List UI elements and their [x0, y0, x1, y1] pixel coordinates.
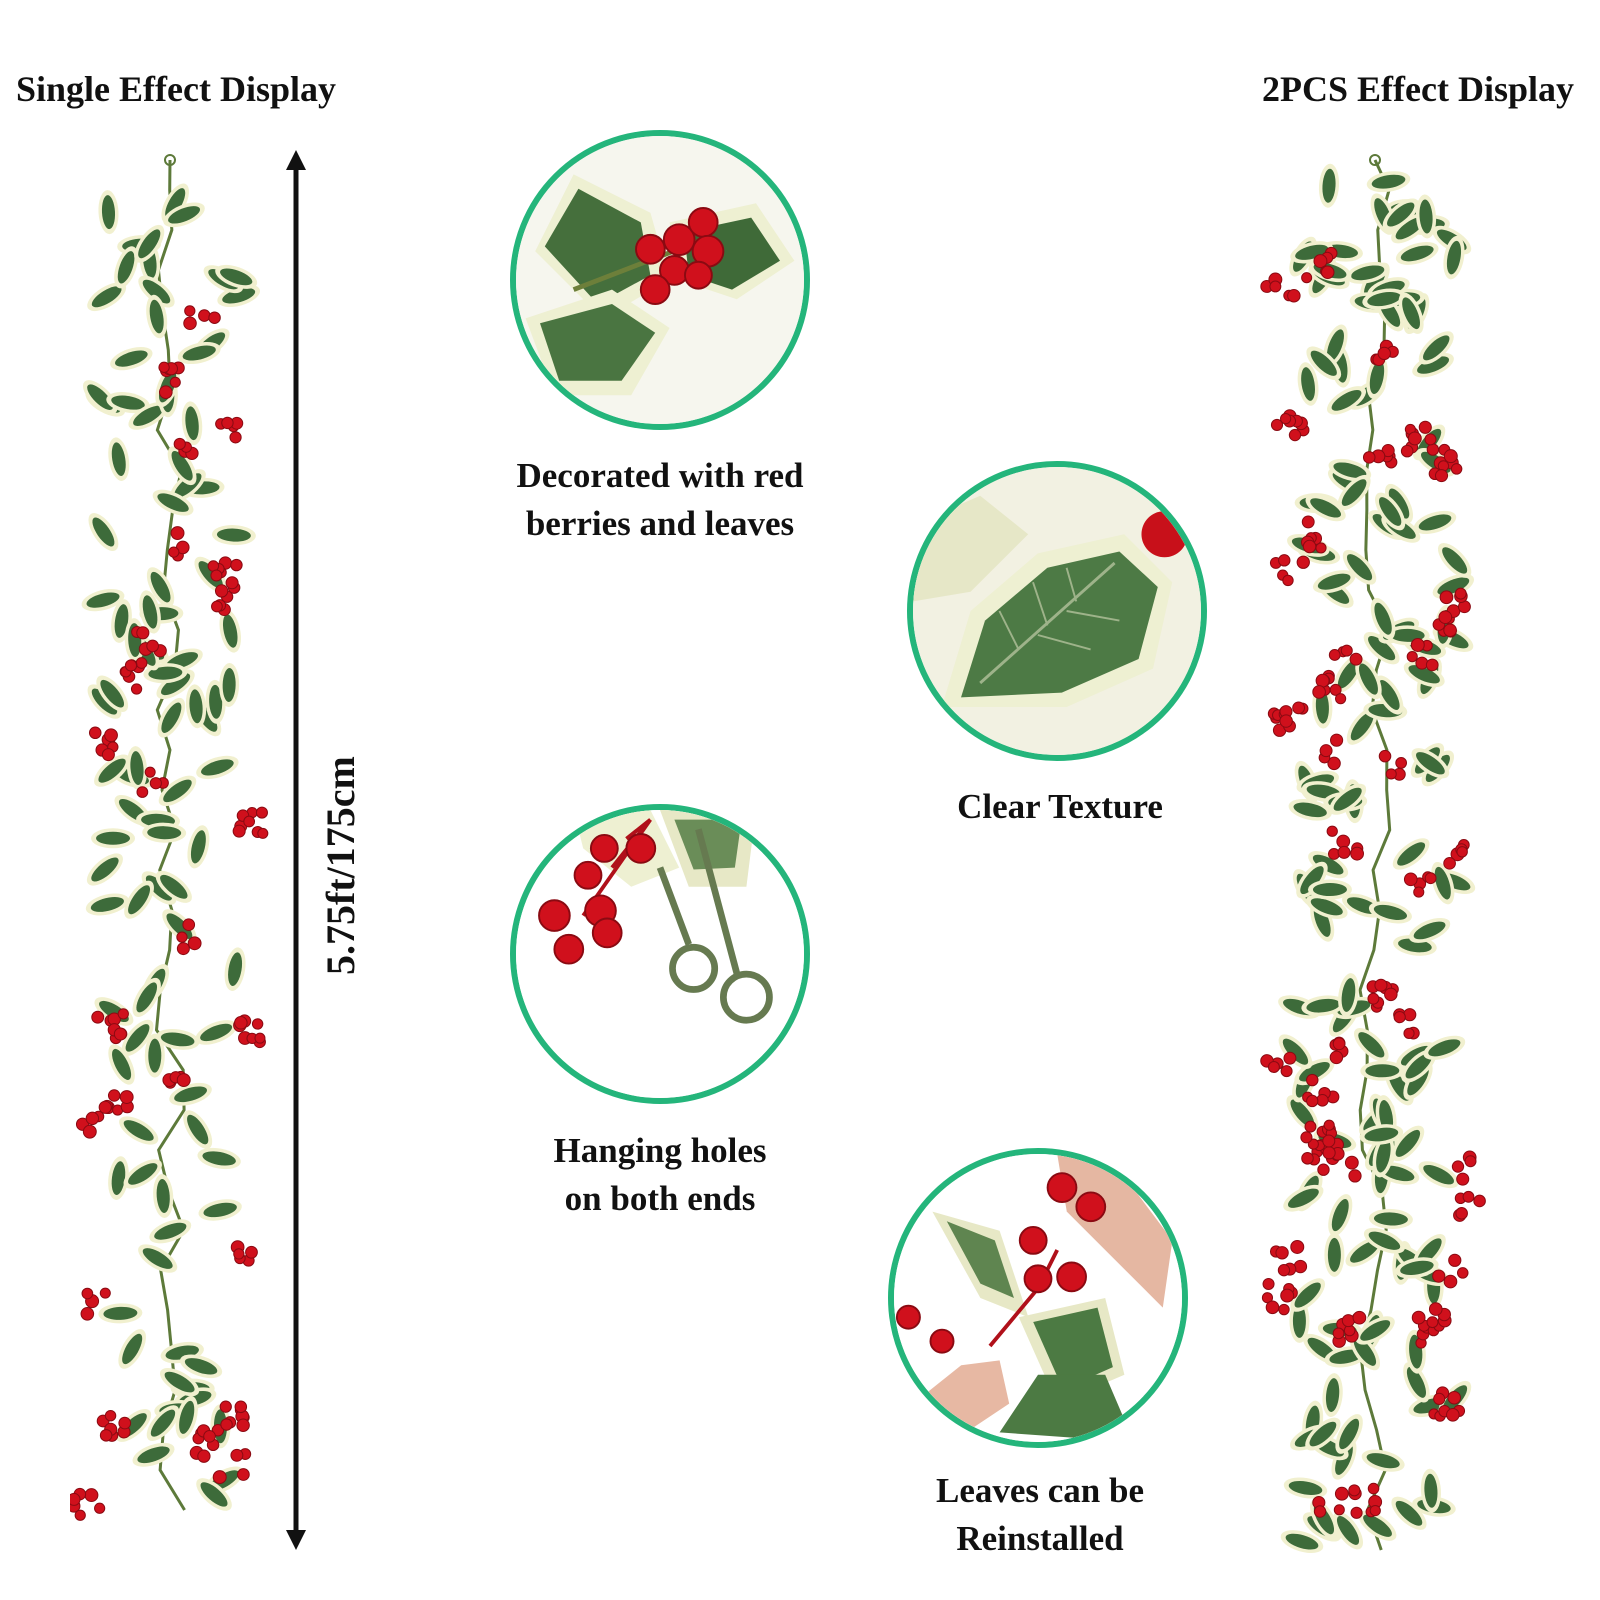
leaf-texture-detail-image: [907, 461, 1207, 761]
berries-leaves-detail-image: [510, 130, 810, 430]
caption-line: Leaves can be: [935, 1471, 1145, 1510]
single-garland-image: [70, 154, 269, 1521]
berries-leaves-caption: Decorated with red berries and leaves: [450, 452, 870, 548]
caption-line: berries and leaves: [525, 504, 795, 543]
caption-line: Clear Texture: [957, 787, 1163, 826]
length-label: 5.75ft/175cm: [318, 756, 363, 975]
caption-line: on both ends: [564, 1179, 756, 1218]
reinstall-leaves-caption: Leaves can be Reinstalled: [830, 1467, 1250, 1563]
length-measure-arrow: [286, 150, 306, 1550]
reinstall-leaves-detail-image: [888, 1148, 1188, 1448]
caption-line: Hanging holes: [553, 1131, 767, 1170]
double-garland-image: [1260, 154, 1486, 1554]
single-effect-heading: Single Effect Display: [16, 69, 336, 109]
caption-line: Reinstalled: [956, 1519, 1124, 1558]
clear-texture-caption: Clear Texture: [850, 783, 1270, 831]
two-pcs-effect-heading: 2PCS Effect Display: [1262, 69, 1574, 109]
hanging-holes-detail-image: [510, 804, 810, 1104]
caption-line: Decorated with red: [516, 456, 804, 495]
hanging-holes-caption: Hanging holes on both ends: [450, 1127, 870, 1223]
